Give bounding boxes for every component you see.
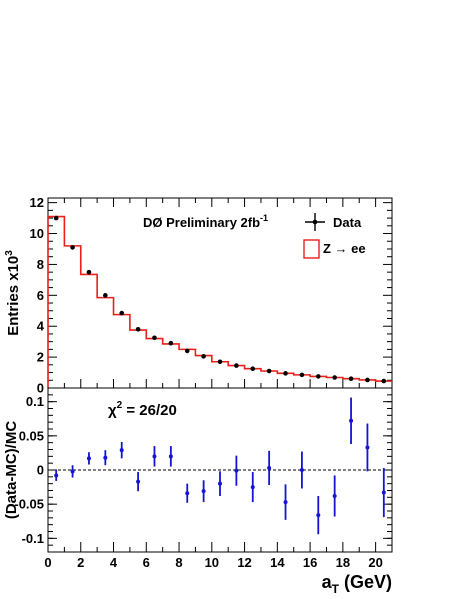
top-y-axis-title: Entries x103 — [4, 250, 22, 336]
legend-mc-label: Z → ee — [323, 241, 366, 256]
mc-step-line — [47, 215, 392, 388]
ratio-points — [54, 397, 386, 535]
ratio-point — [267, 465, 272, 470]
ratio-point — [152, 454, 157, 459]
ratio-point — [201, 489, 206, 494]
legend: Data Z → ee — [303, 213, 366, 259]
x-tick-label: 18 — [336, 555, 350, 570]
top-y-tick-label: 8 — [37, 257, 44, 272]
top-y-tick-label: 4 — [37, 319, 45, 334]
legend-data-marker-dot — [312, 219, 318, 225]
experiment-annotation: DØ Preliminary 2fb-1 — [143, 213, 268, 230]
ratio-point — [168, 454, 173, 459]
x-tick-label: 12 — [237, 555, 251, 570]
top-y-tick-label: 12 — [30, 195, 44, 210]
data-point — [332, 375, 337, 380]
ratio-point — [349, 418, 354, 423]
data-point — [348, 376, 354, 382]
data-point — [365, 377, 370, 383]
top-panel: 0 2 4 6 8 10 12 DØ Preliminary 2fb-1 Data Z → … — [4, 195, 393, 396]
top-y-tick-label: 2 — [37, 350, 44, 365]
bottom-y-tick-label: -0.05 — [14, 497, 44, 512]
data-point — [250, 366, 256, 371]
top-y-tick-label: 6 — [37, 288, 44, 303]
bottom-panel: -0.1 -0.05 0 0.05 0.1 0 2 4 6 8 10 12 14 16 18 20 χ2 =… — [3, 387, 393, 596]
data-point — [119, 310, 125, 316]
bottom-y-tick-label: 0.1 — [26, 394, 44, 409]
x-tick-label: 10 — [205, 555, 219, 570]
data-point — [315, 374, 321, 379]
data-point — [135, 327, 141, 332]
data-point — [103, 293, 108, 298]
x-tick-label: 4 — [110, 555, 118, 570]
data-point — [53, 215, 59, 221]
top-y-tick-label: 0 — [37, 381, 44, 396]
ratio-point — [70, 469, 75, 474]
ratio-point — [185, 491, 190, 496]
bottom-y-tick-label: 0.05 — [19, 428, 44, 443]
data-point — [184, 348, 190, 354]
ratio-point — [103, 455, 108, 460]
data-point — [283, 371, 288, 376]
ratio-point — [86, 456, 91, 461]
legend-data-label: Data — [333, 215, 362, 230]
ratio-point — [234, 468, 239, 473]
data-point — [234, 363, 239, 368]
ratio-point — [250, 485, 255, 490]
ratio-point — [316, 513, 321, 518]
ratio-point — [299, 468, 304, 472]
data-point — [217, 359, 223, 365]
data-point — [266, 368, 272, 374]
mc-histogram — [47, 215, 392, 388]
x-tick-label: 20 — [368, 555, 382, 570]
ratio-point — [332, 493, 337, 498]
data-point — [299, 372, 305, 378]
ratio-point — [365, 445, 370, 450]
bottom-y-axis: -0.1 -0.05 0 0.05 0.1 — [14, 394, 392, 546]
ratio-point — [54, 473, 59, 478]
x-axis-title: aT (GeV) — [322, 572, 392, 596]
bottom-y-axis-title: (Data-MC)/MC — [3, 421, 20, 519]
bottom-y-tick-label: -0.1 — [22, 531, 44, 546]
legend-mc-swatch — [303, 239, 320, 259]
ratio-point — [283, 500, 288, 505]
x-tick-label: 16 — [303, 555, 317, 570]
ratio-point — [119, 448, 124, 453]
x-tick-label: 6 — [143, 555, 150, 570]
x-axis: 0 2 4 6 8 10 12 14 16 18 20 — [44, 542, 393, 570]
x-tick-label: 0 — [44, 555, 51, 570]
data-point — [201, 354, 206, 359]
x-tick-label: 14 — [270, 555, 285, 570]
data-points — [53, 215, 387, 384]
x-tick-label: 2 — [77, 555, 84, 570]
top-plot-frame — [47, 197, 393, 389]
data-point — [152, 335, 157, 341]
ratio-point — [381, 490, 386, 495]
top-y-tick-label: 10 — [30, 226, 44, 241]
x-tick-label: 8 — [175, 555, 182, 570]
ratio-point — [218, 481, 222, 486]
data-point — [86, 269, 92, 275]
ratio-point — [136, 479, 141, 484]
data-point — [168, 340, 174, 346]
data-point — [381, 378, 387, 384]
data-point — [70, 245, 75, 250]
chi2-annotation: χ2 = 26/20 — [108, 400, 177, 419]
bottom-y-tick-label: 0 — [37, 463, 44, 478]
